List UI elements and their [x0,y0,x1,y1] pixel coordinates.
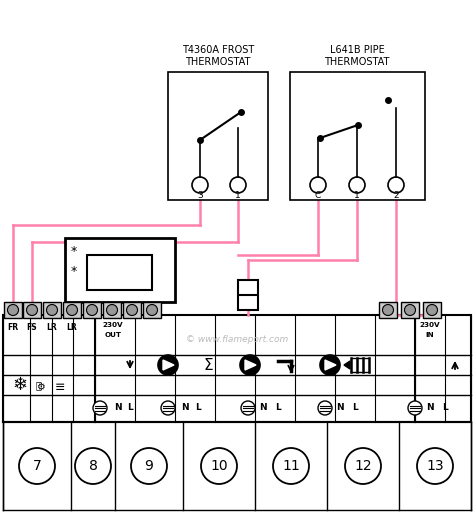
Circle shape [318,401,332,415]
Bar [401,302,419,318]
Text: 1: 1 [235,192,241,200]
Text: FS: FS [27,323,37,333]
Text: *: * [71,266,77,279]
Circle shape [404,304,416,316]
Circle shape [127,304,137,316]
Text: L: L [195,403,201,413]
Text: 12: 12 [354,459,372,473]
Text: 9: 9 [145,459,154,473]
Circle shape [320,355,340,375]
Circle shape [417,448,453,484]
Text: ⛄: ⛄ [35,380,41,390]
Text: C: C [315,192,321,200]
Circle shape [383,304,393,316]
Circle shape [93,401,107,415]
Circle shape [427,304,438,316]
Text: ❄: ❄ [12,376,27,394]
Text: L: L [442,403,448,413]
Circle shape [192,177,208,193]
Text: L641B PIPE
THERMOSTAT: L641B PIPE THERMOSTAT [324,45,390,66]
Circle shape [8,304,18,316]
Text: T4360A FROST
THERMOSTAT: T4360A FROST THERMOSTAT [182,45,254,66]
Bar [43,302,61,318]
Circle shape [107,304,118,316]
Bar [123,302,141,318]
Circle shape [201,448,237,484]
Text: LR: LR [46,323,57,333]
Text: 3: 3 [197,192,203,200]
Circle shape [86,304,98,316]
Bar [238,280,258,310]
Text: 10: 10 [210,459,228,473]
Text: N: N [426,403,434,413]
Circle shape [230,177,246,193]
Text: 13: 13 [426,459,444,473]
Circle shape [273,448,309,484]
Bar [83,302,101,318]
Text: © www.flameport.com: © www.flameport.com [186,335,288,345]
Circle shape [241,401,255,415]
Text: 2: 2 [393,192,399,200]
Circle shape [345,448,381,484]
Text: FR: FR [8,323,18,333]
Circle shape [131,448,167,484]
Circle shape [158,355,178,375]
Bar [63,302,81,318]
Text: 230V: 230V [419,322,440,328]
Bar [423,302,441,318]
Text: ≡: ≡ [55,381,65,393]
Circle shape [19,448,55,484]
Circle shape [75,448,111,484]
Text: OUT: OUT [104,332,121,338]
Circle shape [408,401,422,415]
Circle shape [349,177,365,193]
Bar [103,302,121,318]
Text: 8: 8 [89,459,98,473]
Bar [168,72,268,200]
Text: 7: 7 [33,459,41,473]
Text: N: N [181,403,189,413]
Text: 1: 1 [354,192,360,200]
Bar [87,255,152,290]
Bar [290,72,425,200]
Bar [379,302,397,318]
Polygon shape [163,360,174,370]
Text: N: N [114,403,122,413]
Text: L: L [127,403,133,413]
Text: L: L [352,403,358,413]
Polygon shape [325,360,336,370]
Circle shape [240,355,260,375]
Bar [65,238,175,302]
Circle shape [388,177,404,193]
Text: IN: IN [426,332,434,338]
Circle shape [310,177,326,193]
Text: N: N [336,403,344,413]
Circle shape [146,304,157,316]
Text: LR: LR [67,323,77,333]
Text: N: N [259,403,267,413]
Text: *: * [71,246,77,259]
Bar [4,302,22,318]
Circle shape [161,401,175,415]
Polygon shape [245,360,256,370]
Circle shape [27,304,37,316]
Text: $\Sigma$: $\Sigma$ [203,357,213,373]
Bar [143,302,161,318]
Circle shape [46,304,57,316]
Text: 230V: 230V [103,322,123,328]
Text: 11: 11 [282,459,300,473]
Bar [23,302,41,318]
Circle shape [66,304,78,316]
Polygon shape [344,361,350,369]
Bar [3,315,471,422]
Text: L: L [275,403,281,413]
Text: ⚙: ⚙ [36,382,45,392]
